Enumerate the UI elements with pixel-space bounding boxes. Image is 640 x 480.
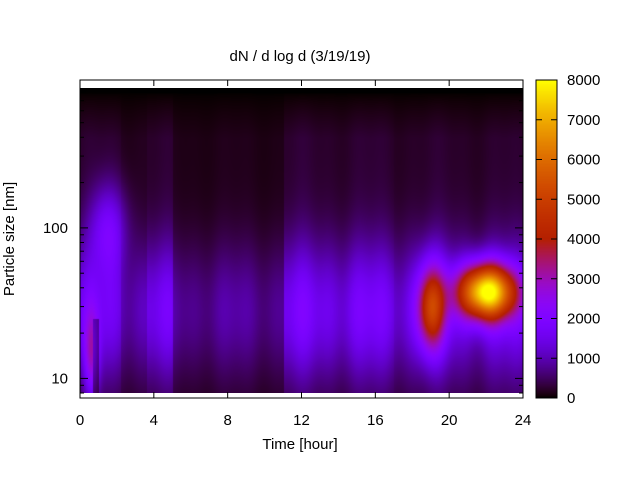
colorbar-tick-label: 5000 [567, 191, 600, 208]
colorbar-axis: 0 1000 2000 3000 4000 5000 6000 7000 8000 [536, 72, 600, 407]
x-axis-label: Time [hour] [262, 436, 337, 453]
heatmap-cells [80, 88, 523, 393]
x-tick-label: 12 [293, 412, 310, 429]
colorbar-tick-label: 0 [567, 390, 575, 407]
chart-title: dN / d log d (3/19/19) [230, 48, 371, 65]
x-tick-label: 4 [150, 412, 158, 429]
colorbar-tick-label: 7000 [567, 112, 600, 129]
colorbar-tick-label: 4000 [567, 231, 600, 248]
colorbar-tick-label: 1000 [567, 350, 600, 367]
plot-area [80, 88, 523, 393]
colorbar-tick-label: 2000 [567, 311, 600, 328]
x-tick-label: 8 [223, 412, 231, 429]
colorbar-tick-label: 3000 [567, 271, 600, 288]
y-axis: 10 100 [43, 91, 523, 394]
y-tick-label: 10 [51, 370, 68, 387]
x-tick-label: 16 [367, 412, 384, 429]
colorbar-tick-label: 8000 [567, 72, 600, 89]
x-tick-label: 24 [515, 412, 532, 429]
y-axis-label: Particle size [nm] [1, 182, 18, 296]
y-tick-label: 100 [43, 220, 68, 237]
x-tick-label: 0 [76, 412, 84, 429]
x-tick-label: 20 [441, 412, 458, 429]
colorbar-tick-label: 6000 [567, 152, 600, 169]
x-axis: 0 4 8 12 16 20 24 [76, 80, 532, 429]
